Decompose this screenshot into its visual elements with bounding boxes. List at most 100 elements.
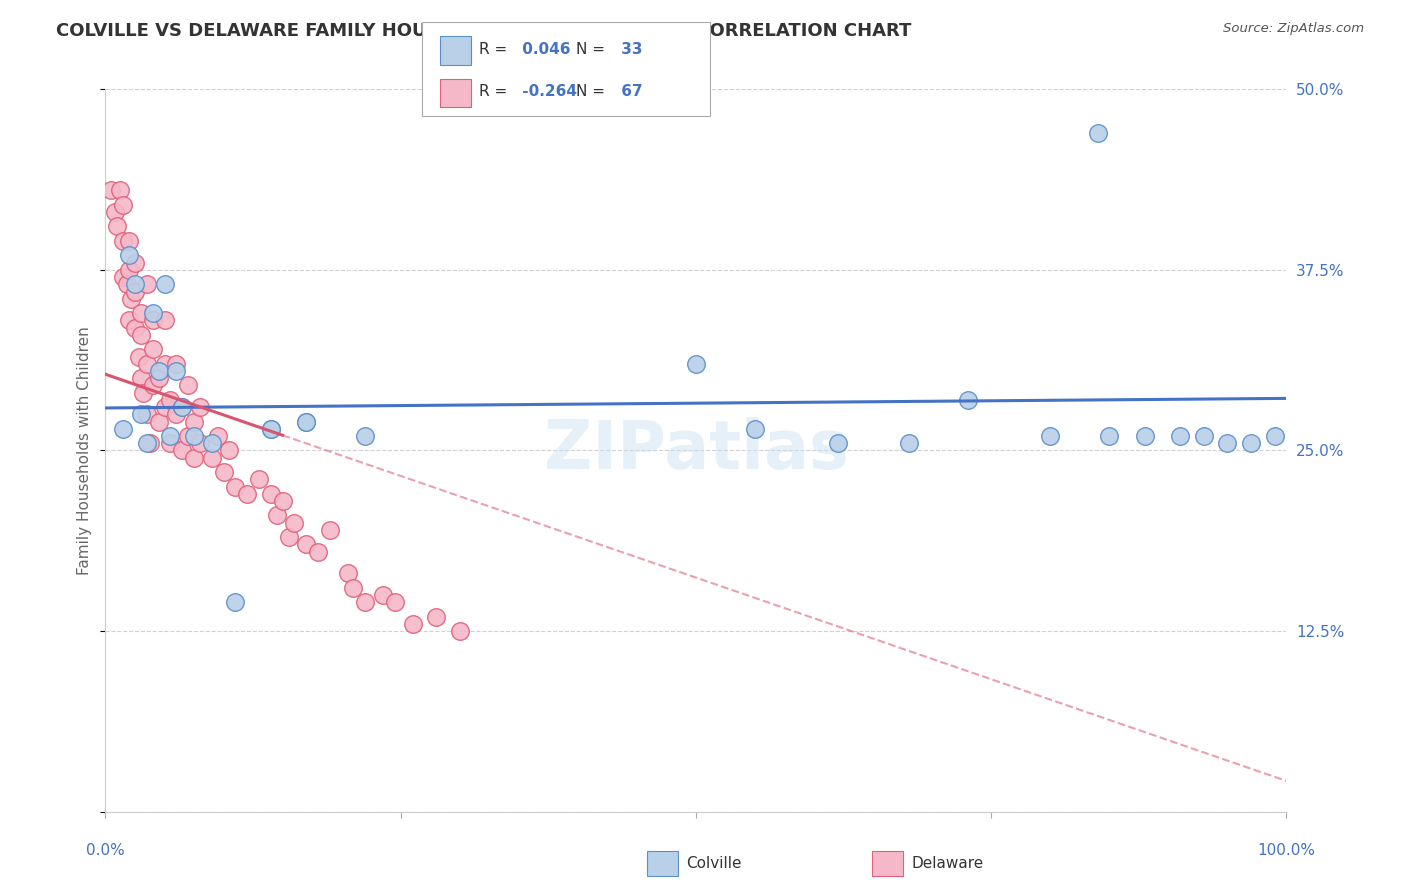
Point — [201, 450, 224, 465]
Point — [120, 292, 142, 306]
Text: 0.0%: 0.0% — [86, 843, 125, 858]
Point — [247, 472, 270, 486]
Point — [307, 544, 329, 558]
Point — [1168, 429, 1191, 443]
Point — [260, 422, 283, 436]
Point — [135, 407, 157, 421]
Text: R =: R = — [479, 84, 508, 99]
Point — [183, 450, 205, 465]
Point — [956, 392, 979, 407]
Point — [159, 392, 181, 407]
Point — [236, 487, 259, 501]
Point — [118, 234, 141, 248]
Point — [129, 371, 152, 385]
Text: 0.046: 0.046 — [517, 42, 571, 56]
Point — [1098, 429, 1121, 443]
Point — [188, 436, 211, 450]
Point — [153, 313, 176, 327]
Point — [100, 183, 122, 197]
Point — [277, 530, 299, 544]
Point — [371, 588, 394, 602]
Point — [224, 595, 246, 609]
Point — [212, 465, 235, 479]
Point — [128, 350, 150, 364]
Text: 67: 67 — [616, 84, 643, 99]
Point — [124, 255, 146, 269]
Point — [142, 378, 165, 392]
Point — [1133, 429, 1156, 443]
Point — [105, 219, 128, 234]
Point — [153, 400, 176, 414]
Point — [425, 609, 447, 624]
Point — [260, 487, 283, 501]
Point — [177, 378, 200, 392]
Point — [183, 429, 205, 443]
Point — [354, 429, 377, 443]
Point — [1216, 436, 1239, 450]
Point — [124, 277, 146, 292]
Point — [172, 400, 194, 414]
Point — [744, 422, 766, 436]
Text: Colville: Colville — [686, 856, 741, 871]
Point — [165, 407, 187, 421]
Point — [201, 436, 224, 450]
Text: COLVILLE VS DELAWARE FAMILY HOUSEHOLDS WITH CHILDREN CORRELATION CHART: COLVILLE VS DELAWARE FAMILY HOUSEHOLDS W… — [56, 22, 911, 40]
Point — [148, 364, 170, 378]
Point — [132, 385, 155, 400]
Point — [153, 357, 176, 371]
Point — [112, 234, 135, 248]
Point — [177, 429, 200, 443]
Point — [183, 415, 205, 429]
Point — [165, 357, 187, 371]
Point — [260, 422, 283, 436]
Text: Delaware: Delaware — [911, 856, 983, 871]
Y-axis label: Family Households with Children: Family Households with Children — [77, 326, 93, 574]
Point — [118, 313, 141, 327]
Point — [165, 364, 187, 378]
Point — [118, 248, 141, 262]
Point — [148, 415, 170, 429]
Point — [124, 285, 146, 299]
Point — [449, 624, 471, 639]
Point — [159, 436, 181, 450]
Point — [342, 581, 364, 595]
Point — [153, 277, 176, 292]
Point — [266, 508, 288, 523]
Point — [401, 616, 423, 631]
Point — [108, 183, 131, 197]
Point — [1087, 126, 1109, 140]
Point — [188, 400, 211, 414]
Point — [139, 436, 162, 450]
Point — [827, 436, 849, 450]
Point — [295, 415, 318, 429]
Text: R =: R = — [479, 42, 508, 56]
Point — [336, 566, 359, 581]
Point — [129, 306, 152, 320]
Point — [319, 523, 342, 537]
Point — [172, 400, 194, 414]
Point — [897, 436, 920, 450]
Point — [115, 277, 138, 292]
Point — [142, 306, 165, 320]
Text: N =: N = — [576, 42, 606, 56]
Point — [295, 537, 318, 551]
Text: -0.264: -0.264 — [517, 84, 578, 99]
Point — [354, 595, 377, 609]
Point — [1039, 429, 1062, 443]
Point — [142, 313, 165, 327]
Point — [118, 262, 141, 277]
Point — [218, 443, 240, 458]
Point — [1240, 436, 1263, 450]
Text: ZIPatlas: ZIPatlas — [544, 417, 848, 483]
Point — [142, 343, 165, 357]
Point — [159, 429, 181, 443]
Point — [283, 516, 305, 530]
Text: Source: ZipAtlas.com: Source: ZipAtlas.com — [1223, 22, 1364, 36]
Point — [135, 436, 157, 450]
Point — [295, 415, 318, 429]
Point — [271, 494, 294, 508]
Point — [685, 357, 707, 371]
Point — [129, 407, 152, 421]
Point — [124, 320, 146, 334]
Text: 100.0%: 100.0% — [1257, 843, 1316, 858]
